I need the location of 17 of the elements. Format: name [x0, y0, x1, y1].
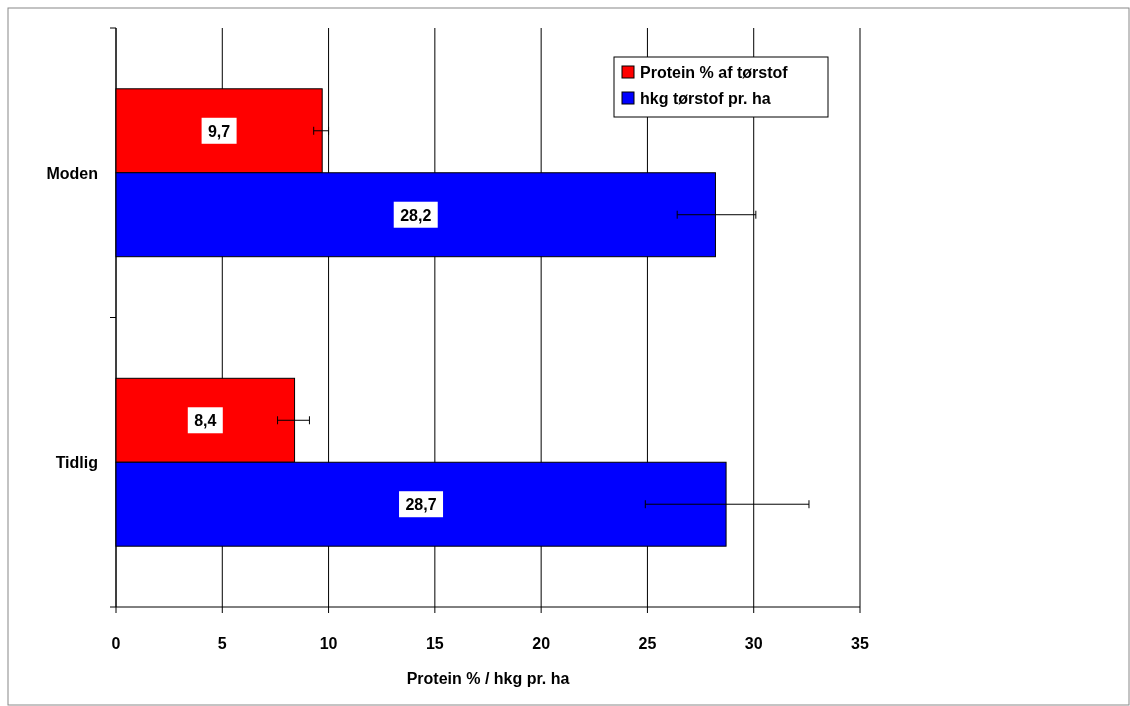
x-tick-label: 25: [638, 635, 657, 652]
x-tick-label: 20: [532, 635, 551, 652]
x-axis-title: Protein % / hkg pr. ha: [406, 670, 570, 687]
y-tick-label: Tidlig: [55, 454, 98, 472]
legend-label: Protein % af tørstof: [640, 64, 789, 81]
data-label: 8,4: [194, 412, 217, 430]
x-tick-label: 10: [319, 635, 338, 652]
data-label: 28,7: [405, 496, 437, 514]
x-tick-label: 35: [851, 635, 869, 652]
data-label: 28,2: [400, 206, 432, 224]
x-tick-label: 0: [111, 635, 121, 652]
legend-label: hkg tørstof pr. ha: [640, 90, 771, 107]
x-tick-label: 30: [744, 635, 763, 652]
data-label: 9,7: [207, 122, 231, 140]
x-tick-label: 5: [217, 635, 227, 652]
y-tick-label: Moden: [46, 164, 98, 182]
x-tick-label: 15: [425, 635, 444, 652]
